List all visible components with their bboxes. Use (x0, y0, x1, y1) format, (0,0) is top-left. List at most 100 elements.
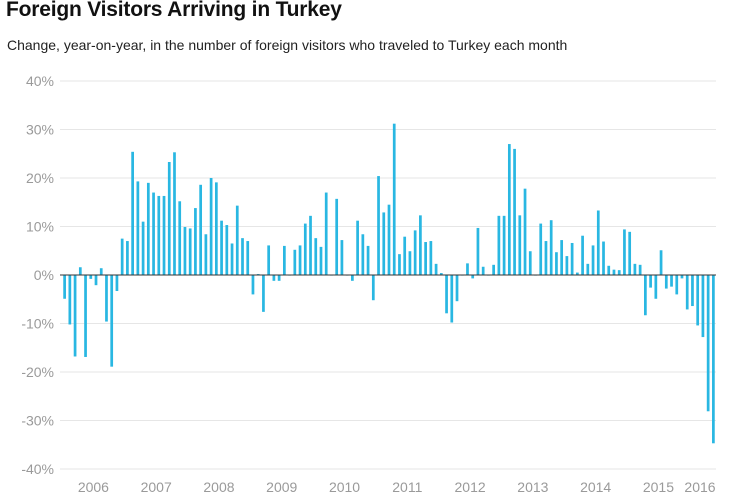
bar (120, 238, 124, 275)
y-tick-label: 10% (26, 219, 54, 235)
bar (235, 205, 239, 275)
x-tick-label: 2009 (266, 479, 297, 495)
y-tick-label: 0% (34, 267, 54, 283)
bar (99, 268, 103, 275)
x-tick-label: 2006 (78, 479, 109, 495)
x-tick-label: 2016 (684, 479, 715, 495)
bar (591, 245, 595, 275)
bar (351, 275, 354, 281)
bar (555, 252, 558, 275)
bar (371, 275, 375, 301)
bar (581, 235, 584, 275)
bar (513, 148, 516, 275)
bar (73, 275, 77, 357)
bar (251, 275, 255, 295)
bar (115, 275, 119, 292)
bar (523, 188, 527, 275)
bar (596, 210, 600, 275)
bar (146, 182, 150, 275)
bar (361, 234, 365, 275)
bar (298, 245, 302, 275)
bar (230, 243, 234, 275)
bar (157, 195, 161, 275)
bar (183, 226, 187, 275)
bar (507, 144, 511, 275)
bar (685, 275, 689, 310)
x-tick-label: 2011 (392, 479, 422, 495)
bar (623, 229, 626, 275)
bar (565, 256, 569, 275)
y-tick-label: -40% (21, 461, 54, 477)
bar (638, 264, 642, 275)
bar (277, 275, 281, 281)
bar (549, 220, 553, 275)
bar (413, 230, 417, 275)
x-tick-label: 2010 (329, 479, 360, 495)
bar (445, 275, 448, 314)
bar (434, 263, 438, 275)
bar (194, 208, 197, 275)
bar (659, 250, 663, 275)
bar (303, 223, 307, 275)
bar (220, 220, 223, 275)
y-tick-label: -30% (21, 413, 54, 429)
bar (324, 192, 328, 275)
bar (617, 270, 621, 275)
bar (466, 263, 469, 275)
bar (670, 275, 673, 287)
bar (214, 182, 218, 275)
x-tick-label: 2008 (203, 479, 234, 495)
bar (664, 275, 668, 289)
bar (654, 275, 658, 299)
bar (518, 215, 522, 275)
bar (612, 269, 616, 275)
y-tick-label: 20% (26, 170, 54, 186)
x-tick-label: 2012 (455, 479, 486, 495)
bar (481, 266, 485, 275)
bar (424, 242, 427, 275)
bar (492, 264, 496, 275)
bar (241, 238, 244, 275)
x-tick-label: 2013 (517, 479, 548, 495)
bar (126, 241, 129, 275)
bar (78, 267, 82, 275)
bar (398, 254, 401, 275)
bar (602, 241, 605, 275)
bar (94, 275, 98, 286)
y-tick-label: 40% (26, 73, 54, 89)
bar (246, 241, 250, 275)
bar (335, 198, 339, 275)
bar (476, 227, 480, 275)
bar (497, 215, 501, 275)
bar (502, 215, 506, 275)
bar (528, 251, 532, 275)
bar (649, 275, 652, 288)
bar (377, 176, 380, 275)
bar (450, 275, 454, 323)
bar (675, 275, 679, 295)
bar (419, 215, 422, 275)
bar (586, 263, 590, 275)
bar (84, 275, 87, 357)
chart-title: Foreign Visitors Arriving in Turkey (6, 0, 342, 21)
bar (701, 275, 705, 338)
bar (628, 231, 632, 275)
bar (403, 236, 407, 275)
bar (382, 212, 386, 275)
y-tick-label: -10% (21, 316, 54, 332)
bar (178, 201, 182, 275)
bar (429, 241, 433, 275)
bar (167, 161, 171, 275)
bar (471, 275, 475, 279)
bar (366, 245, 370, 275)
bar (68, 275, 72, 325)
bar (282, 245, 286, 275)
bar (293, 249, 297, 275)
bar (267, 245, 271, 275)
bar (152, 192, 155, 275)
bar (408, 251, 412, 275)
bar (544, 241, 548, 275)
bar (607, 265, 611, 275)
bar (691, 275, 694, 307)
